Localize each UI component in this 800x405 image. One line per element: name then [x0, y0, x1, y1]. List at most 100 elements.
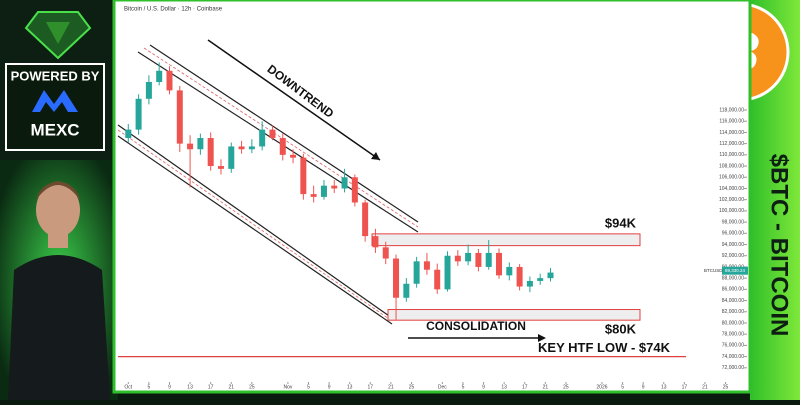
x-tick-label: 21: [388, 384, 394, 390]
y-tick-label: 88,000.00: [722, 275, 744, 281]
candle-body: [248, 146, 255, 150]
x-tick-label: 13: [187, 384, 193, 390]
level-label: $80K: [605, 322, 637, 337]
candle-body: [166, 70, 173, 91]
x-tick-label: 9: [168, 384, 171, 390]
powered-by: POWERED BY: [11, 68, 100, 83]
x-tick-label: 9: [328, 384, 331, 390]
y-tick-label: 102,000.00: [719, 197, 744, 203]
candle-body: [372, 236, 379, 248]
candle-body: [156, 70, 163, 82]
candle-body: [228, 146, 235, 169]
y-tick-label: 108,000.00: [719, 163, 744, 169]
presenter: [8, 181, 110, 400]
y-tick-label: 112,000.00: [719, 141, 744, 147]
x-tick-label: 25: [249, 384, 255, 390]
candle-body: [423, 261, 430, 270]
candle-body: [475, 252, 482, 267]
candle-body: [516, 266, 523, 287]
candle-body: [444, 255, 451, 290]
level-zone: [387, 309, 641, 321]
candle-body: [393, 258, 400, 298]
x-tick-label: 13: [347, 384, 353, 390]
y-tick-label: 114,000.00: [719, 130, 744, 136]
chart-title: Bitcoin / U.S. Dollar · 12h · Coinbase: [124, 7, 223, 13]
y-tick-label: 116,000.00: [719, 119, 744, 125]
candle-body: [269, 129, 276, 139]
candle-body: [526, 280, 533, 287]
chart-panel: [112, 0, 752, 394]
candle-body: [320, 185, 327, 197]
x-tick-label: 5: [148, 384, 151, 390]
x-tick-label: 9: [482, 384, 485, 390]
candle-body: [238, 146, 245, 150]
candle-body: [310, 194, 317, 197]
y-tick-label: 80,000.00: [722, 320, 744, 326]
candle-body: [496, 252, 503, 276]
candle-body: [547, 272, 554, 279]
candle-body: [413, 261, 420, 284]
x-tick-label: 9: [642, 384, 645, 390]
candle-body: [465, 252, 472, 262]
y-tick-label: 104,000.00: [719, 186, 744, 192]
x-tick-label: 25: [563, 384, 569, 390]
price-tag: [722, 266, 748, 275]
y-tick-label: 76,000.00: [722, 343, 744, 349]
level-label: $94K: [605, 215, 637, 230]
x-tick-label: 25: [409, 384, 415, 390]
channel-line: [137, 51, 419, 233]
candle-body: [341, 177, 348, 189]
x-tick-label: 13: [661, 384, 667, 390]
candle-body: [300, 157, 307, 195]
y-tick-label: 118,000.00: [719, 107, 744, 113]
x-tick-label: 5: [621, 384, 624, 390]
candle-body: [382, 247, 389, 259]
y-tick-label: 98,000.00: [722, 219, 744, 225]
y-tick-label: 84,000.00: [722, 298, 744, 304]
y-tick-label: 82,000.00: [722, 309, 744, 315]
candle-body: [279, 138, 286, 155]
x-tick-label: 2026: [596, 384, 607, 390]
y-tick-label: 96,000.00: [722, 231, 744, 237]
sponsor-box: [5, 63, 105, 151]
trend-arrowhead: [371, 152, 380, 160]
x-tick-label: 17: [208, 384, 214, 390]
consolidation-arrowhead: [538, 334, 546, 342]
y-tick-label: 78,000.00: [722, 332, 744, 338]
x-tick-label: Oct: [124, 384, 132, 390]
channel-mid: [117, 129, 393, 322]
candle-body: [259, 129, 266, 147]
candle-body: [290, 154, 297, 158]
x-tick-label: Dec: [438, 384, 447, 390]
candle-body: [135, 98, 142, 130]
x-tick-label: 13: [501, 384, 507, 390]
candle-body: [331, 185, 338, 189]
x-tick-label: 25: [723, 384, 729, 390]
candle-body: [403, 283, 410, 298]
channel-line: [149, 44, 419, 223]
y-tick-label: 110,000.00: [719, 152, 744, 158]
candle-body: [145, 81, 152, 99]
consolidation-label: CONSOLIDATION: [426, 319, 526, 333]
y-tick-label: 106,000.00: [719, 175, 744, 181]
x-tick-label: 5: [462, 384, 465, 390]
channel-line: [117, 135, 393, 325]
candle-body: [362, 202, 369, 237]
headline: $BTC - BITCOIN: [766, 154, 793, 337]
candle-body: [217, 166, 224, 169]
candle-body: [207, 138, 214, 167]
sponsor-logo: [32, 90, 78, 112]
candle-body: [434, 269, 441, 290]
sponsor-name: MEXC: [30, 120, 79, 139]
candle-body: [176, 90, 183, 144]
channel-mid: [143, 47, 419, 228]
y-tick-label: 72,000.00: [722, 365, 744, 371]
key-level-label: KEY HTF LOW - $74K: [538, 340, 671, 355]
candle-body: [197, 138, 204, 150]
level-zone: [371, 233, 641, 247]
candle-body: [125, 129, 132, 139]
y-tick-label: 86,000.00: [722, 287, 744, 293]
symbol-label: BTCUSD: [704, 268, 723, 273]
x-tick-label: 17: [368, 384, 374, 390]
